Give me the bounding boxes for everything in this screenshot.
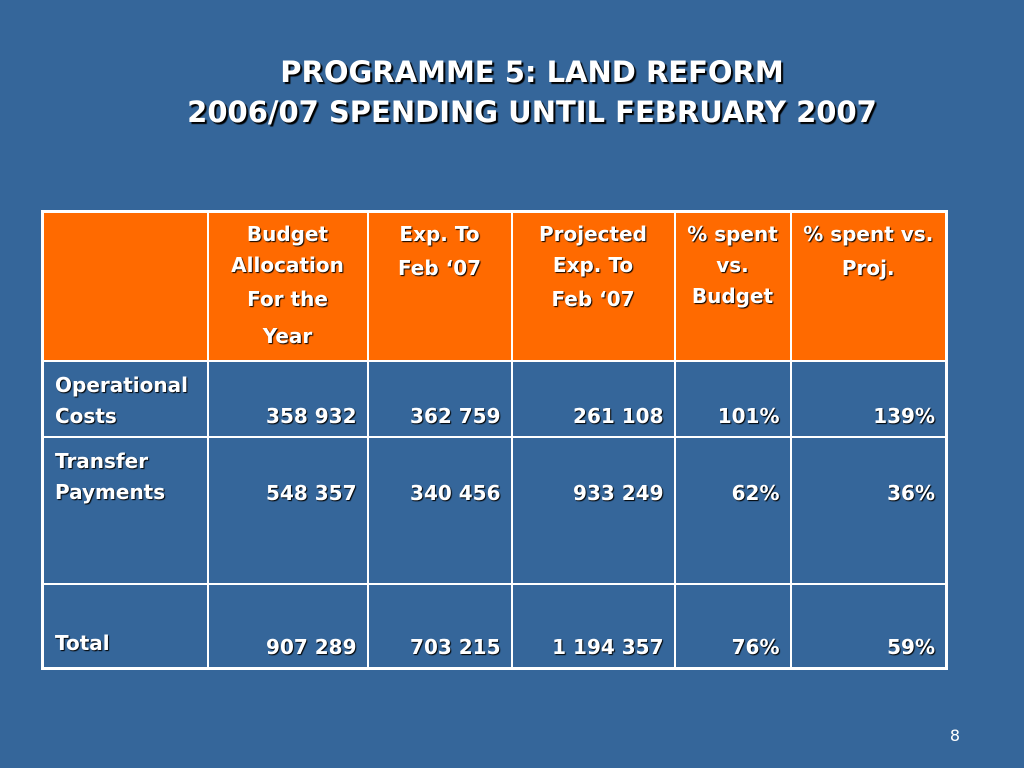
header-budget-allocation-line-1: Budget Allocation xyxy=(231,222,344,277)
table-cell: 548 357 xyxy=(206,436,369,585)
table-cell: 62% xyxy=(673,436,792,585)
header-pct-spent-proj-line-1: % spent vs. xyxy=(803,222,934,246)
table-cell: 101% xyxy=(673,360,792,438)
header-pct-spent-proj-line-2: Proj. xyxy=(841,256,895,280)
table-row: Transfer Payments 548 357 340 456 933 24… xyxy=(41,436,948,585)
table-row: Operational Costs 358 932 362 759 261 10… xyxy=(41,360,948,438)
slide-title: PROGRAMME 5: LAND REFORM 2006/07 SPENDIN… xyxy=(0,52,1024,132)
table-cell: 358 932 xyxy=(206,360,369,438)
table-cell: 261 108 xyxy=(510,360,676,438)
header-pct-spent-budget-line-1: % spent vs. Budget xyxy=(687,222,778,308)
spending-table: Budget Allocation For the Year Exp. To F… xyxy=(41,210,948,670)
table-cell: 933 249 xyxy=(510,436,676,585)
page-number: 8 xyxy=(949,726,961,745)
header-pct-spent-proj: % spent vs. Proj. xyxy=(789,210,948,362)
header-budget-allocation-line-2: For the xyxy=(247,287,328,311)
header-projected-exp-line-1: Projected Exp. To xyxy=(539,222,647,277)
header-projected-exp: Projected Exp. To Feb ‘07 xyxy=(510,210,676,362)
row-label-total: Total xyxy=(41,583,209,670)
table-cell: 907 289 xyxy=(206,583,369,670)
header-exp-to-feb: Exp. To Feb ‘07 xyxy=(366,210,513,362)
header-exp-to-feb-line-2: Feb ‘07 xyxy=(397,256,482,280)
table-cell: 36% xyxy=(789,436,948,585)
row-label-operational-costs: Operational Costs xyxy=(41,360,209,438)
header-budget-allocation: Budget Allocation For the Year xyxy=(206,210,369,362)
slide-title-line-2: 2006/07 SPENDING UNTIL FEBRUARY 2007 xyxy=(187,95,877,129)
table-cell: 1 194 357 xyxy=(510,583,676,670)
table-cell: 340 456 xyxy=(366,436,513,585)
table-header-row: Budget Allocation For the Year Exp. To F… xyxy=(41,210,948,362)
header-projected-exp-line-2: Feb ‘07 xyxy=(551,287,635,311)
table-cell: 362 759 xyxy=(366,360,513,438)
row-label-transfer-payments: Transfer Payments xyxy=(41,436,209,585)
table-cell: 76% xyxy=(673,583,792,670)
header-cell-empty xyxy=(41,210,209,362)
header-pct-spent-budget: % spent vs. Budget xyxy=(673,210,792,362)
header-exp-to-feb-line-1: Exp. To xyxy=(399,222,480,246)
table-row: Total 907 289 703 215 1 194 357 76% 59% xyxy=(41,583,948,670)
slide-title-line-1: PROGRAMME 5: LAND REFORM xyxy=(280,55,784,89)
table-cell: 59% xyxy=(789,583,948,670)
header-budget-allocation-line-3: Year xyxy=(262,324,313,348)
table-cell: 703 215 xyxy=(366,583,513,670)
table-cell: 139% xyxy=(789,360,948,438)
